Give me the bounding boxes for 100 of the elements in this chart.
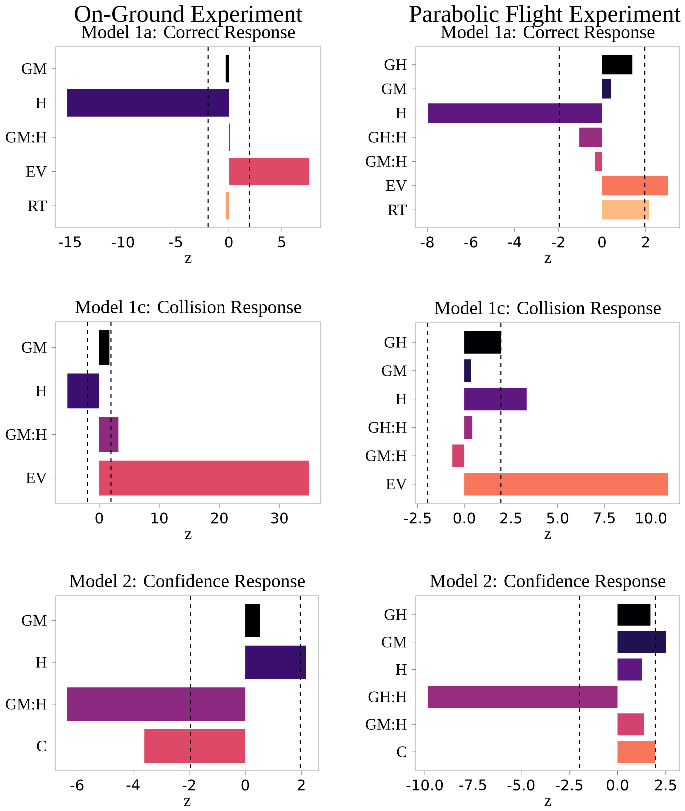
x-tick-label: 2.5 [500,512,522,524]
x-tick-label: -6 [70,780,84,791]
x-tick-label: -8 [420,236,434,248]
x-tick-label: 2.5 [655,780,676,791]
x-tick-label: 0.0 [607,780,628,791]
y-tick-label: GH [384,60,407,70]
x-axis-title: z [544,532,552,540]
bar [618,604,651,626]
bar [602,200,650,220]
bar [99,460,309,496]
y-tick-label: H [396,394,407,405]
chart-title: Model 2: Confidence Response [70,574,306,592]
y-tick-label: GM:H [366,450,407,462]
bar [229,158,310,186]
bar [68,374,100,409]
x-tick-label: 0 [96,512,104,524]
bar [144,730,246,764]
y-tick-label: GM:H [366,719,407,730]
y-tick-label: GM [382,636,407,648]
bar [226,55,230,83]
x-axis-title: z [185,532,192,540]
x-tick-label: -6 [464,236,478,248]
y-tick-label: GM:H [366,156,407,168]
bar [67,688,246,722]
bar [428,104,602,123]
x-tick-label: -4 [126,780,140,790]
x-tick-label: 5.0 [547,512,569,524]
x-tick-label: 30 [271,512,288,524]
y-tick-label: GH [384,337,407,348]
x-axis-title: z [544,256,552,264]
x-tick-label: -7.5 [460,780,486,791]
x-tick-label: -10 [112,236,134,248]
x-tick-label: -2 [552,236,564,248]
bar [67,90,230,117]
y-tick-label: GH:H [368,132,407,143]
x-tick-label: 0.0 [454,512,476,524]
x-axis-title: z [184,798,191,806]
y-tick-label: GH:H [368,692,407,703]
x-tick-label: 7.5 [594,512,615,524]
y-tick-label: H [396,664,407,676]
bar [618,658,642,681]
y-tick-label: EV [386,180,408,192]
bar [452,444,465,468]
y-tick-label: GM [382,366,407,376]
x-axis-title: z [185,256,192,264]
x-tick-label: -2 [182,780,196,791]
x-tick-label: 0 [598,236,606,248]
y-tick-label: RT [388,204,408,216]
x-tick-label: 20 [211,512,228,524]
y-tick-label: H [36,386,47,396]
x-tick-label: 10.0 [636,512,667,524]
y-tick-label: H [36,98,47,108]
bar [464,360,472,382]
bar [464,416,473,440]
bar [246,646,306,680]
x-tick-label: 0 [242,780,250,791]
y-tick-label: GM [22,342,47,354]
x-tick-label: 2 [642,236,650,248]
y-tick-label: GH:H [368,422,407,434]
bar [99,417,119,452]
x-tick-label: -4 [508,236,522,248]
bar [246,604,260,638]
chart-title: Model 1c: Collision Response [434,301,661,318]
x-tick-label: 0 [225,236,233,248]
y-tick-label: C [37,740,46,752]
x-tick-label: -2.5 [556,780,583,791]
y-tick-label: C [397,746,406,758]
chart-title: Model 1c: Collision Response [75,300,302,318]
x-tick-label: -5 [170,236,182,248]
bar [618,631,666,654]
bar [464,473,668,496]
y-tick-label: GM [382,84,407,94]
y-tick-label: H [36,657,47,668]
y-tick-label: GM:H [6,132,47,143]
y-tick-label: H [396,108,407,119]
bar [226,192,230,220]
y-tick-label: GH [384,610,407,620]
y-tick-label: GM [22,64,47,74]
x-tick-label: -5.0 [508,780,535,791]
bar [595,152,602,172]
y-tick-label: RT [28,200,48,212]
bar [428,686,618,708]
x-tick-label: 2 [298,780,305,791]
x-tick-label: -10.0 [406,780,444,791]
bar [602,55,633,75]
bar [464,388,527,411]
chart-title: Model 2: Confidence Response [430,574,666,592]
y-tick-label: EV [386,479,408,490]
y-tick-label: EV [26,472,48,484]
bar [618,741,656,764]
x-axis-title: z [544,798,552,806]
y-tick-label: GM:H [6,699,47,710]
bar [602,79,611,99]
x-tick-label: 10 [152,512,168,524]
y-tick-label: EV [26,166,48,178]
y-tick-label: GM:H [6,429,47,440]
bar [618,714,644,736]
bar [580,128,602,148]
bar [602,176,668,196]
x-tick-label: -15 [59,236,81,248]
